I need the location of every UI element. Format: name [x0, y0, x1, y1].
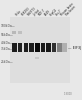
Text: HeLa: HeLa [15, 9, 22, 17]
Bar [10, 17, 70, 83]
Bar [46, 44, 51, 52]
Text: 55kDa—: 55kDa— [1, 32, 14, 36]
Text: — EIF3J: — EIF3J [68, 46, 81, 50]
Text: 35kDa—: 35kDa— [1, 47, 14, 51]
Bar [62, 44, 67, 52]
Text: 25kDa—: 25kDa— [1, 60, 14, 64]
Text: NIH/3T3: NIH/3T3 [26, 6, 37, 17]
Text: 1:3000: 1:3000 [64, 92, 72, 96]
Text: A549: A549 [43, 9, 51, 17]
Bar [35, 44, 40, 52]
Bar [29, 44, 34, 52]
Bar [36, 57, 39, 59]
Bar [24, 44, 28, 52]
Text: 100kDa—: 100kDa— [1, 24, 16, 28]
Text: Mouse brain: Mouse brain [60, 2, 75, 17]
Bar [18, 31, 22, 34]
Text: HEK293: HEK293 [20, 6, 31, 17]
Bar [18, 44, 22, 52]
Text: MCF-7: MCF-7 [38, 8, 47, 17]
Text: 40kDa—: 40kDa— [1, 41, 14, 45]
Text: HepG2: HepG2 [49, 7, 59, 17]
Bar [12, 31, 16, 34]
Text: Jurkat: Jurkat [32, 8, 40, 17]
Bar [12, 44, 17, 52]
Bar [57, 44, 62, 52]
Text: Cos-7: Cos-7 [55, 8, 63, 17]
Bar [41, 44, 45, 52]
Bar [52, 44, 56, 52]
Text: Rat brain: Rat brain [65, 5, 76, 17]
